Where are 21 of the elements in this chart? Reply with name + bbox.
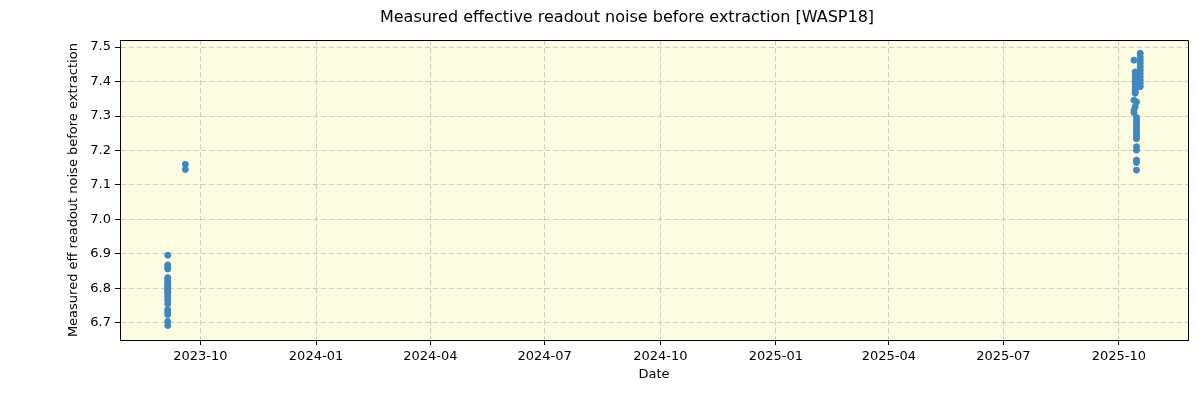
x-tick-label: 2024-01 <box>288 348 344 364</box>
y-tick-label: 6.9 <box>90 245 111 261</box>
x-axis-title: Date <box>638 365 670 381</box>
y-tick-label: 7.2 <box>90 141 111 157</box>
y-axis-title: Measured eff readout noise before extraction <box>65 43 81 338</box>
x-tick-label: 2025-10 <box>1091 348 1147 364</box>
y-tick-label: 7.4 <box>90 72 111 88</box>
x-tick-label: 2025-04 <box>861 348 917 364</box>
y-tick-label: 7.1 <box>90 176 111 192</box>
y-tick-label: 6.8 <box>90 279 111 295</box>
y-tick-label: 6.7 <box>90 314 111 330</box>
x-tick-label: 2025-01 <box>748 348 804 364</box>
x-tick-label: 2023-10 <box>173 348 228 364</box>
y-tick-label: 7.5 <box>90 38 111 54</box>
x-tick-label: 2024-10 <box>633 348 688 364</box>
chart-title: Measured effective readout noise before extraction [WASP18] <box>379 6 875 26</box>
y-tick-label: 7.3 <box>90 107 111 123</box>
x-tick-label: 2024-04 <box>403 348 458 364</box>
y-tick-label: 7.0 <box>90 210 111 226</box>
x-tick-label: 2025-07 <box>976 348 1031 364</box>
x-tick-label: 2024-07 <box>517 348 572 364</box>
